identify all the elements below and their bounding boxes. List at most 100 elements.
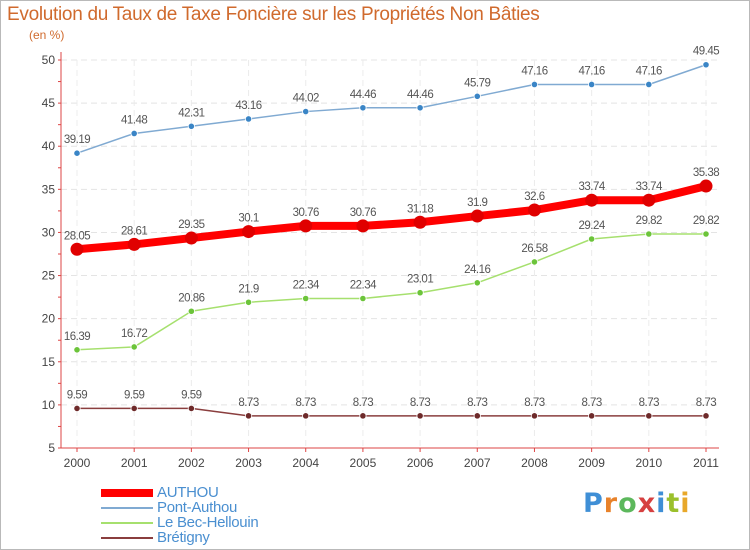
- data-point-br-tigny: [359, 412, 367, 420]
- data-label-authou: 28.05: [64, 230, 90, 242]
- data-point-le-bec-hellouin: [302, 294, 310, 303]
- data-point-pont-authou: [588, 80, 596, 89]
- data-point-br-tigny: [244, 412, 253, 420]
- data-label-le-bec-hellouin: 22.34: [350, 279, 377, 291]
- data-label-br-tigny: 8.73: [410, 397, 430, 409]
- series-line-pont-authou: [76, 63, 707, 154]
- data-point-br-tigny: [302, 412, 310, 420]
- proxiti-logo: Proxiti: [583, 488, 691, 519]
- legend-label-authou: AUTHOU: [157, 484, 219, 501]
- data-point-authou: [242, 225, 256, 239]
- data-label-le-bec-hellouin: 20.86: [178, 292, 204, 304]
- data-point-authou: [299, 219, 313, 233]
- data-point-authou: [356, 219, 370, 233]
- data-label-authou: 33.74: [578, 181, 605, 193]
- data-label-br-tigny: 8.73: [639, 397, 659, 409]
- data-label-br-tigny: 8.73: [696, 397, 716, 409]
- series-line-authou: [73, 182, 710, 254]
- data-point-br-tigny: [187, 404, 195, 413]
- legend-label-le-bec-hellouin: Le Bec-Hellouin: [157, 514, 259, 531]
- data-point-pont-authou: [645, 80, 653, 89]
- chart-title: Evolution du Taux de Taxe Foncière sur l…: [7, 4, 540, 25]
- y-tick-label: 15: [42, 355, 56, 369]
- data-label-br-tigny: 8.73: [467, 397, 487, 409]
- data-point-le-bec-hellouin: [416, 289, 424, 297]
- data-point-le-bec-hellouin: [187, 307, 195, 315]
- x-tick-label: 2010: [635, 456, 662, 470]
- data-point-br-tigny: [645, 412, 653, 420]
- data-label-br-tigny: 9.59: [67, 389, 87, 401]
- data-label-le-bec-hellouin: 22.34: [293, 279, 320, 291]
- y-tick-label: 50: [42, 53, 56, 67]
- data-label-pont-authou: 39.19: [64, 134, 90, 146]
- data-label-authou: 31.18: [407, 203, 433, 215]
- legend-label-pont-authou: Pont-Authou: [157, 499, 238, 516]
- data-point-pont-authou: [702, 61, 710, 69]
- y-tick-label: 25: [42, 269, 56, 283]
- data-label-le-bec-hellouin: 16.39: [64, 331, 90, 343]
- data-point-br-tigny: [588, 412, 596, 420]
- data-point-authou: [585, 193, 599, 207]
- logo-letter: r: [603, 488, 619, 519]
- legend-label-bretigny: Brétigny: [157, 529, 210, 546]
- x-tick-label: 2006: [407, 456, 434, 470]
- data-point-le-bec-hellouin: [588, 235, 596, 243]
- data-point-le-bec-hellouin: [530, 258, 539, 266]
- x-tick-label: 2008: [521, 456, 548, 470]
- data-point-authou: [413, 215, 427, 229]
- data-label-br-tigny: 9.59: [124, 389, 144, 401]
- x-tick-label: 2004: [292, 456, 319, 470]
- data-point-br-tigny: [530, 412, 539, 420]
- data-label-br-tigny: 8.73: [296, 397, 316, 409]
- y-tick-label: 10: [42, 398, 56, 412]
- data-label-le-bec-hellouin: 29.82: [693, 215, 719, 227]
- legend-swatch-le-bec-hellouin: [101, 522, 153, 524]
- data-label-pont-authou: 49.45: [693, 46, 719, 58]
- data-point-br-tigny: [702, 412, 710, 420]
- data-point-pont-authou: [359, 104, 367, 112]
- legend-swatch-bretigny: [101, 537, 153, 539]
- data-label-authou: 35.38: [693, 167, 719, 179]
- data-label-authou: 30.1: [238, 213, 258, 225]
- data-point-pont-authou: [187, 122, 195, 130]
- logo-letter: o: [618, 488, 638, 519]
- data-label-pont-authou: 42.31: [178, 107, 204, 119]
- data-label-pont-authou: 41.48: [121, 114, 147, 126]
- x-tick-label: 2002: [178, 456, 205, 470]
- data-label-br-tigny: 8.73: [524, 397, 544, 409]
- data-point-authou: [184, 231, 198, 245]
- data-label-authou: 29.35: [178, 219, 204, 231]
- data-label-pont-authou: 45.79: [464, 77, 490, 89]
- data-point-le-bec-hellouin: [359, 294, 367, 303]
- logo-letter: i: [656, 488, 667, 519]
- x-tick-label: 2001: [121, 456, 148, 470]
- data-point-br-tigny: [416, 412, 424, 420]
- y-tick-label: 30: [42, 225, 56, 239]
- data-point-authou: [70, 242, 84, 256]
- data-label-le-bec-hellouin: 29.82: [636, 215, 662, 227]
- data-label-le-bec-hellouin: 16.72: [121, 328, 147, 340]
- data-label-pont-authou: 47.16: [521, 65, 547, 77]
- chart-subtitle: (en %): [29, 28, 65, 42]
- data-label-pont-authou: 44.46: [350, 89, 376, 101]
- y-tick-label: 35: [42, 182, 56, 196]
- data-point-pont-authou: [130, 129, 138, 138]
- legend-swatch-pont-authou: [101, 507, 153, 509]
- logo-letter: i: [680, 488, 691, 519]
- series-line-br-tigny: [76, 407, 707, 417]
- series-line-le-bec-hellouin: [76, 233, 707, 351]
- data-point-pont-authou: [530, 80, 539, 89]
- y-tick-label: 40: [42, 139, 56, 153]
- data-point-le-bec-hellouin: [473, 279, 481, 287]
- data-label-authou: 32.6: [524, 191, 544, 203]
- logo-letter: x: [637, 488, 657, 519]
- x-tick-label: 2005: [350, 456, 377, 470]
- data-point-pont-authou: [302, 107, 310, 116]
- data-label-br-tigny: 8.73: [353, 397, 373, 409]
- data-point-le-bec-hellouin: [244, 298, 253, 306]
- x-tick-label: 2011: [693, 456, 719, 470]
- data-point-le-bec-hellouin: [130, 343, 138, 351]
- data-point-pont-authou: [244, 115, 253, 123]
